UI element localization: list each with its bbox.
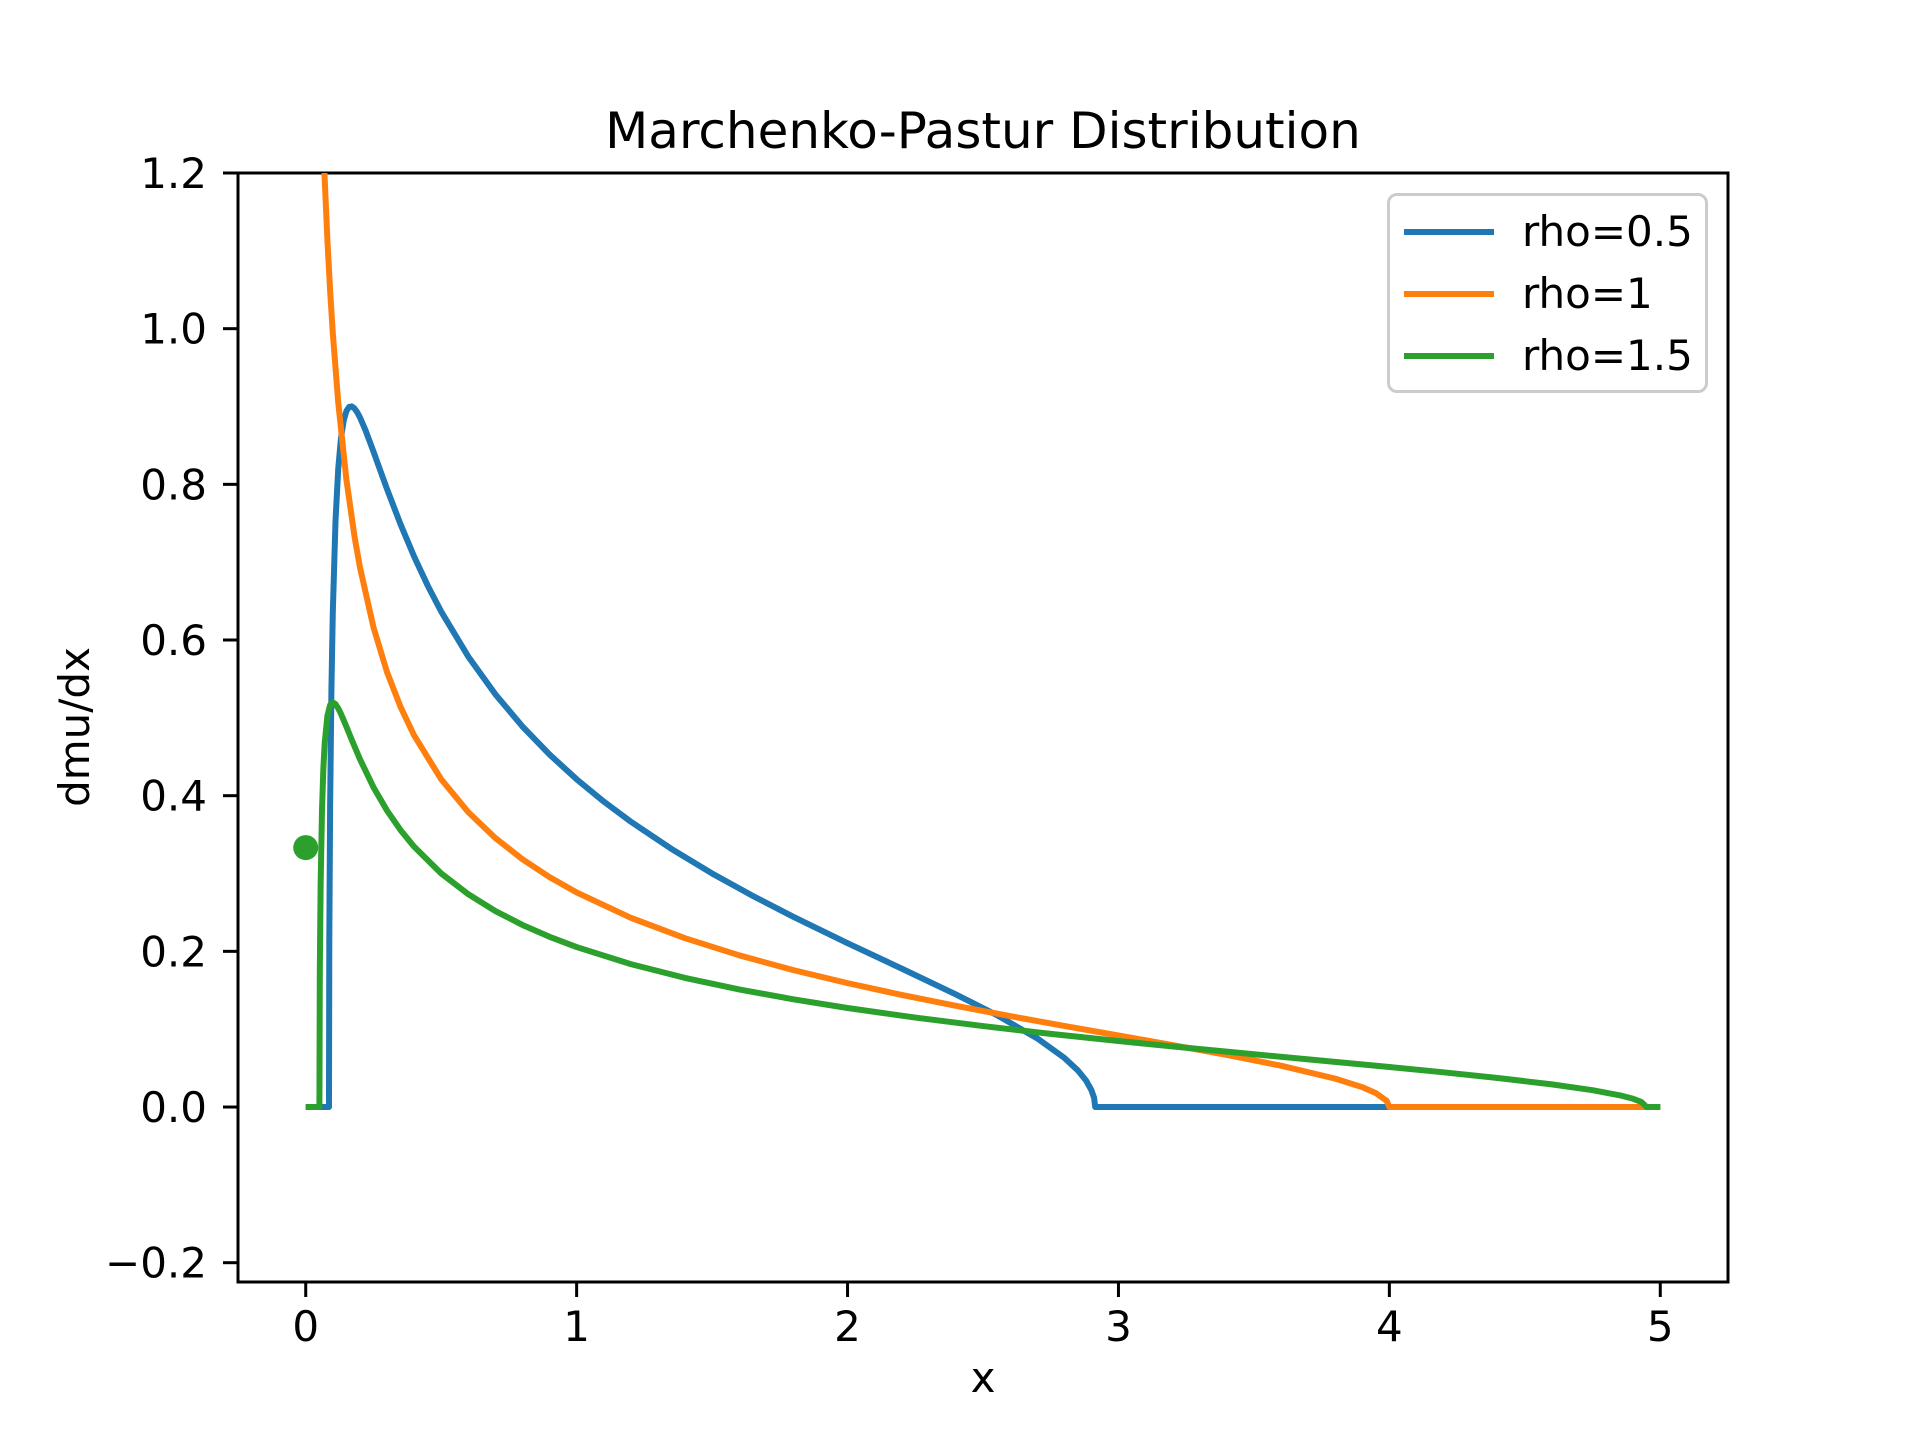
chart-title: Marchenko-Pastur Distribution xyxy=(605,102,1361,160)
legend: rho=0.5 rho=1 rho=1.5 xyxy=(1387,193,1708,393)
y-tick-label: 0.6 xyxy=(140,616,207,665)
axes-spines xyxy=(236,171,1730,1284)
y-tick-label: 0.8 xyxy=(140,460,207,509)
density-curve-rho=1.5 xyxy=(305,699,1661,1111)
x-axis-label: x xyxy=(970,1353,996,1402)
y-axis-label: dmu/dx xyxy=(50,647,99,807)
y-tick-label: 0.2 xyxy=(140,927,207,976)
legend-label: rho=1.5 xyxy=(1522,331,1693,380)
x-tick-label: 3 xyxy=(1105,1302,1132,1351)
legend-label: rho=0.5 xyxy=(1522,207,1693,256)
legend-label: rho=1 xyxy=(1522,269,1653,318)
y-tick-label: 1.0 xyxy=(140,305,207,354)
y-tick-label: 0.4 xyxy=(140,772,207,821)
density-curve-rho=1 xyxy=(321,173,1661,1111)
legend-entry-rho-1.5: rho=1.5 xyxy=(1404,325,1705,387)
legend-line-swatch xyxy=(1404,291,1494,297)
x-tick-label: 2 xyxy=(834,1302,861,1351)
point-mass-marker xyxy=(293,835,319,861)
legend-line-swatch xyxy=(1404,229,1494,235)
legend-line-swatch xyxy=(1404,353,1494,359)
y-tick-label: 0.0 xyxy=(140,1083,207,1132)
x-tick-label: 0 xyxy=(292,1302,319,1351)
density-curve-rho=0.5 xyxy=(305,403,1661,1111)
legend-entry-rho-0.5: rho=0.5 xyxy=(1404,201,1705,263)
legend-entry-rho-1: rho=1 xyxy=(1404,263,1705,325)
y-tick-label: 1.2 xyxy=(140,149,207,198)
x-tick-label: 5 xyxy=(1647,1302,1674,1351)
x-tick-label: 1 xyxy=(563,1302,590,1351)
x-tick-label: 4 xyxy=(1376,1302,1403,1351)
y-tick-label: −0.2 xyxy=(105,1239,207,1288)
